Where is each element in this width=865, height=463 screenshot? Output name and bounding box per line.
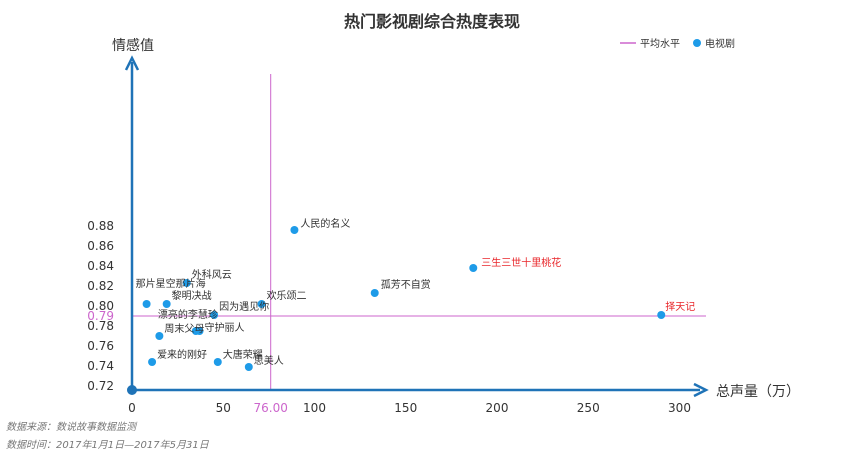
data-point-label: 那片星空那片海 bbox=[136, 277, 206, 290]
x-tick-label: 50 bbox=[216, 401, 231, 415]
data-points bbox=[142, 226, 666, 371]
data-point-label: 欢乐颂二 bbox=[267, 289, 307, 302]
average-y-label: 0.79 bbox=[87, 309, 114, 323]
data-point bbox=[148, 358, 157, 366]
data-point bbox=[213, 358, 222, 366]
data-point-label: 因为遇见你 bbox=[219, 300, 269, 313]
x-tick-label: 250 bbox=[577, 401, 600, 415]
y-tick-label: 0.76 bbox=[87, 339, 114, 353]
x-axis-title: 总声量（万） bbox=[716, 384, 800, 400]
x-tick-label: 300 bbox=[668, 401, 691, 415]
data-point-label: 择天记 bbox=[665, 300, 695, 313]
y-tick-label: 0.74 bbox=[87, 359, 114, 373]
data-point bbox=[162, 300, 171, 308]
y-tick-label: 0.88 bbox=[87, 219, 114, 233]
average-x-label: 76.00 bbox=[254, 401, 288, 415]
data-period-note: 数据时间：2017年1月1日—2017年5月31日 bbox=[6, 440, 209, 451]
y-axis-arrow bbox=[124, 55, 140, 71]
y-tick-label: 0.80 bbox=[87, 299, 114, 313]
data-point bbox=[244, 363, 253, 371]
data-point-label: 周末父母 bbox=[164, 322, 204, 335]
data-point bbox=[195, 327, 204, 335]
data-point bbox=[142, 300, 151, 308]
legend-dot-marker bbox=[693, 39, 701, 47]
data-point-label: 人民的名义 bbox=[300, 217, 350, 230]
y-tick-label: 0.72 bbox=[87, 379, 114, 393]
data-point-label: 守护丽人 bbox=[205, 321, 245, 334]
chart-title: 热门影视剧综合热度表现 bbox=[344, 12, 520, 31]
y-axis-title: 情感值 bbox=[112, 37, 154, 54]
data-point bbox=[155, 332, 164, 340]
data-point bbox=[469, 264, 478, 272]
data-point-label: 外科风云 bbox=[192, 268, 232, 281]
data-point-label: 黎明决战 bbox=[172, 289, 212, 302]
data-point-label: 三生三世十里桃花 bbox=[481, 256, 561, 269]
data-point bbox=[182, 279, 191, 287]
x-tick-label: 200 bbox=[486, 401, 509, 415]
data-point-label: 大唐荣耀 bbox=[223, 348, 263, 361]
axis-ticks: 0.72 0.74 0.76 0.78 0.80 0.82 0.84 0.86 0.88 0 50 1… bbox=[87, 219, 691, 415]
origin-dot bbox=[127, 385, 137, 395]
data-point bbox=[257, 300, 266, 308]
legend-label: 平均水平 bbox=[640, 38, 680, 50]
data-point bbox=[370, 289, 379, 297]
reference-lines: 76.00 0.79 bbox=[87, 74, 706, 415]
x-axis-arrow bbox=[693, 382, 709, 398]
x-tick-label: 0 bbox=[128, 401, 136, 415]
y-tick-label: 0.78 bbox=[87, 319, 114, 333]
data-point-label: 爱来的刚好 bbox=[157, 348, 207, 361]
y-tick-label: 0.82 bbox=[87, 279, 114, 293]
data-source-note: 数据来源：数说故事数据监测 bbox=[6, 422, 136, 433]
x-tick-label: 150 bbox=[394, 401, 417, 415]
data-point bbox=[657, 311, 666, 319]
data-point-label: 孤芳不自赏 bbox=[381, 278, 431, 291]
y-tick-label: 0.86 bbox=[87, 239, 114, 253]
y-tick-label: 0.84 bbox=[87, 259, 114, 273]
data-point-label: 漂亮的李慧珍 bbox=[158, 308, 218, 321]
legend-label: 电视剧 bbox=[705, 37, 735, 50]
data-point bbox=[210, 311, 219, 319]
x-tick-label: 100 bbox=[303, 401, 326, 415]
axes bbox=[124, 55, 709, 398]
data-point bbox=[290, 226, 299, 234]
legend: 平均水平 电视剧 bbox=[620, 37, 735, 50]
data-point-label: 思美人 bbox=[254, 354, 284, 367]
